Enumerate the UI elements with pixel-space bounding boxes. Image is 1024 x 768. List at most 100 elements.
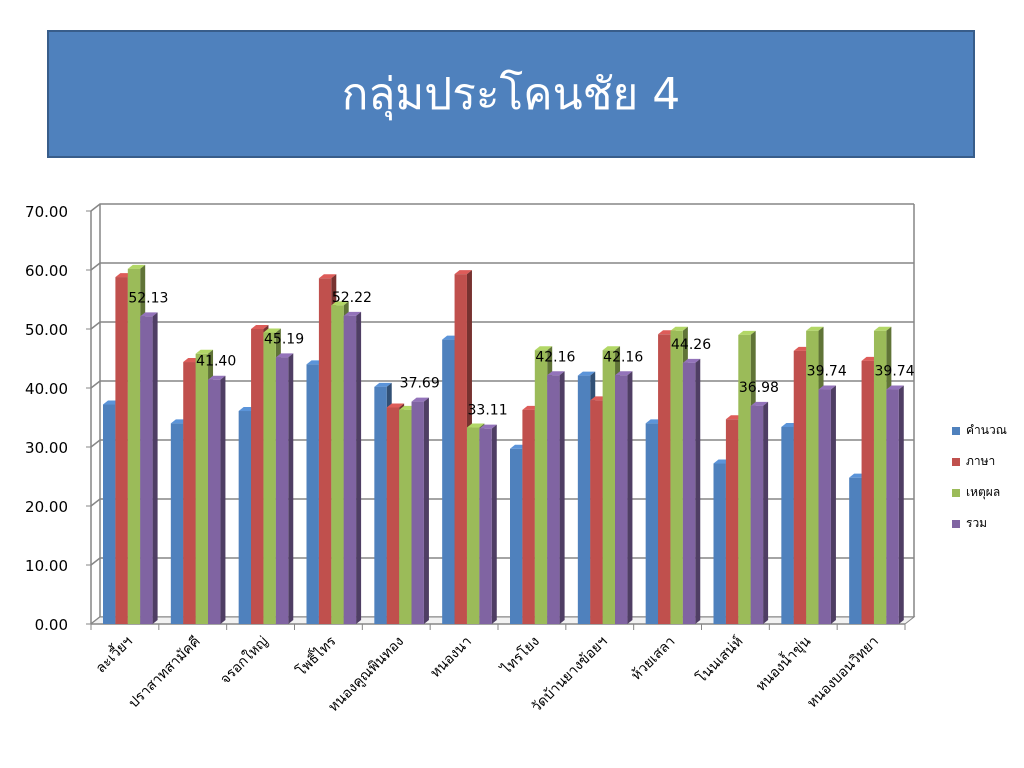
- bar: [886, 389, 899, 624]
- bar-top: [534, 346, 553, 351]
- bar: [263, 332, 276, 624]
- x-tick-label: จรอกใหญ่: [217, 633, 272, 688]
- bar: [399, 409, 412, 624]
- bar-top: [454, 270, 472, 275]
- bar-top: [263, 328, 281, 333]
- bar: [670, 330, 683, 624]
- data-label: 36.98: [739, 380, 779, 396]
- x-tick-label: โพธิ์ไทร: [291, 631, 339, 679]
- bar: [195, 353, 209, 624]
- y-tick-label: 20.00: [25, 498, 68, 516]
- bar: [645, 423, 659, 624]
- data-label: 52.13: [128, 290, 168, 306]
- bar: [781, 426, 794, 624]
- bar-top: [577, 371, 596, 376]
- y-tick-label: 60.00: [25, 262, 68, 280]
- bar-top: [750, 401, 769, 406]
- gridline: [90, 262, 914, 271]
- bar: [738, 334, 751, 624]
- y-tick-label: 0.00: [35, 616, 68, 634]
- bar-top: [547, 371, 565, 376]
- legend-label: คำนวณ: [966, 423, 1007, 437]
- bar-side: [491, 424, 497, 624]
- x-tick-label: ละเวี้ยฯ: [91, 631, 136, 676]
- bar-side: [152, 312, 158, 624]
- data-label: 42.16: [603, 349, 643, 365]
- bar: [454, 274, 467, 624]
- data-label: 42.16: [535, 349, 575, 365]
- y-tick-label: 40.00: [25, 380, 68, 398]
- bar: [442, 339, 455, 624]
- bar-top: [738, 330, 756, 335]
- bar: [275, 357, 289, 624]
- legend-swatch: [952, 488, 960, 497]
- bar: [510, 448, 523, 624]
- data-label: 39.74: [807, 364, 847, 380]
- x-tick-label: หนองนา: [427, 634, 475, 682]
- legend-swatch: [952, 519, 960, 528]
- bar-top: [208, 375, 226, 380]
- bar-side: [830, 385, 836, 624]
- data-label: 33.11: [468, 403, 508, 419]
- bar-top: [275, 353, 294, 358]
- bar: [183, 362, 196, 624]
- data-label: 44.26: [671, 337, 711, 353]
- legend-label: เหตุผล: [966, 485, 1001, 499]
- bar: [343, 315, 357, 624]
- bar: [238, 411, 252, 624]
- legend-item: เหตุผล: [952, 477, 1007, 508]
- y-tick-label: 70.00: [25, 203, 68, 221]
- bar: [466, 427, 480, 624]
- bar-side: [288, 353, 294, 624]
- legend-item: ภาษา: [952, 446, 1007, 477]
- bar: [318, 278, 332, 624]
- bar: [140, 316, 153, 624]
- bar: [861, 360, 874, 624]
- bar-top: [806, 326, 824, 331]
- bar: [873, 330, 887, 624]
- gridline: [90, 557, 914, 566]
- bar: [331, 305, 344, 624]
- bar: [170, 423, 184, 624]
- bar: [590, 400, 603, 624]
- bar-top: [127, 264, 146, 269]
- data-label: 41.40: [196, 354, 236, 370]
- bar-side: [695, 358, 701, 624]
- legend-item: คำนวณ: [952, 415, 1007, 446]
- bar: [818, 389, 831, 624]
- bar-top: [818, 385, 836, 390]
- bar: [849, 477, 862, 624]
- bar: [522, 409, 535, 624]
- legend-label: ภาษา: [966, 454, 996, 468]
- bar: [577, 375, 591, 624]
- bar-top: [466, 423, 485, 428]
- bar-top: [479, 424, 497, 429]
- legend-item: รวม: [952, 508, 1007, 539]
- data-label: 39.74: [875, 364, 915, 380]
- bar: [103, 404, 116, 624]
- bar-top: [251, 325, 269, 329]
- bar: [682, 362, 696, 624]
- bar-top: [195, 349, 214, 354]
- bar-top: [318, 274, 337, 279]
- bar-top: [602, 346, 621, 351]
- title-banner: กลุ่มประโคนชัย 4: [47, 30, 975, 158]
- bar: [793, 350, 807, 624]
- bar-top: [140, 312, 158, 317]
- y-tick-label: 30.00: [25, 439, 68, 457]
- x-tick-label: ห้วยเสลา: [628, 634, 678, 684]
- bar-side: [559, 371, 565, 624]
- gridline: [90, 380, 914, 389]
- x-tick-label: ปราสาทสามัคคี: [126, 634, 204, 712]
- bar-side: [763, 401, 769, 624]
- gridline: [90, 439, 914, 448]
- bar-top: [886, 385, 904, 390]
- bar-side: [898, 385, 904, 624]
- bar-top: [615, 371, 633, 376]
- bar-side: [423, 397, 429, 624]
- bar: [725, 419, 739, 624]
- gridline: [90, 203, 914, 212]
- bar: [306, 364, 319, 624]
- x-tick-label: หนองบอนวิทยา: [804, 634, 882, 712]
- bar-top: [411, 397, 429, 402]
